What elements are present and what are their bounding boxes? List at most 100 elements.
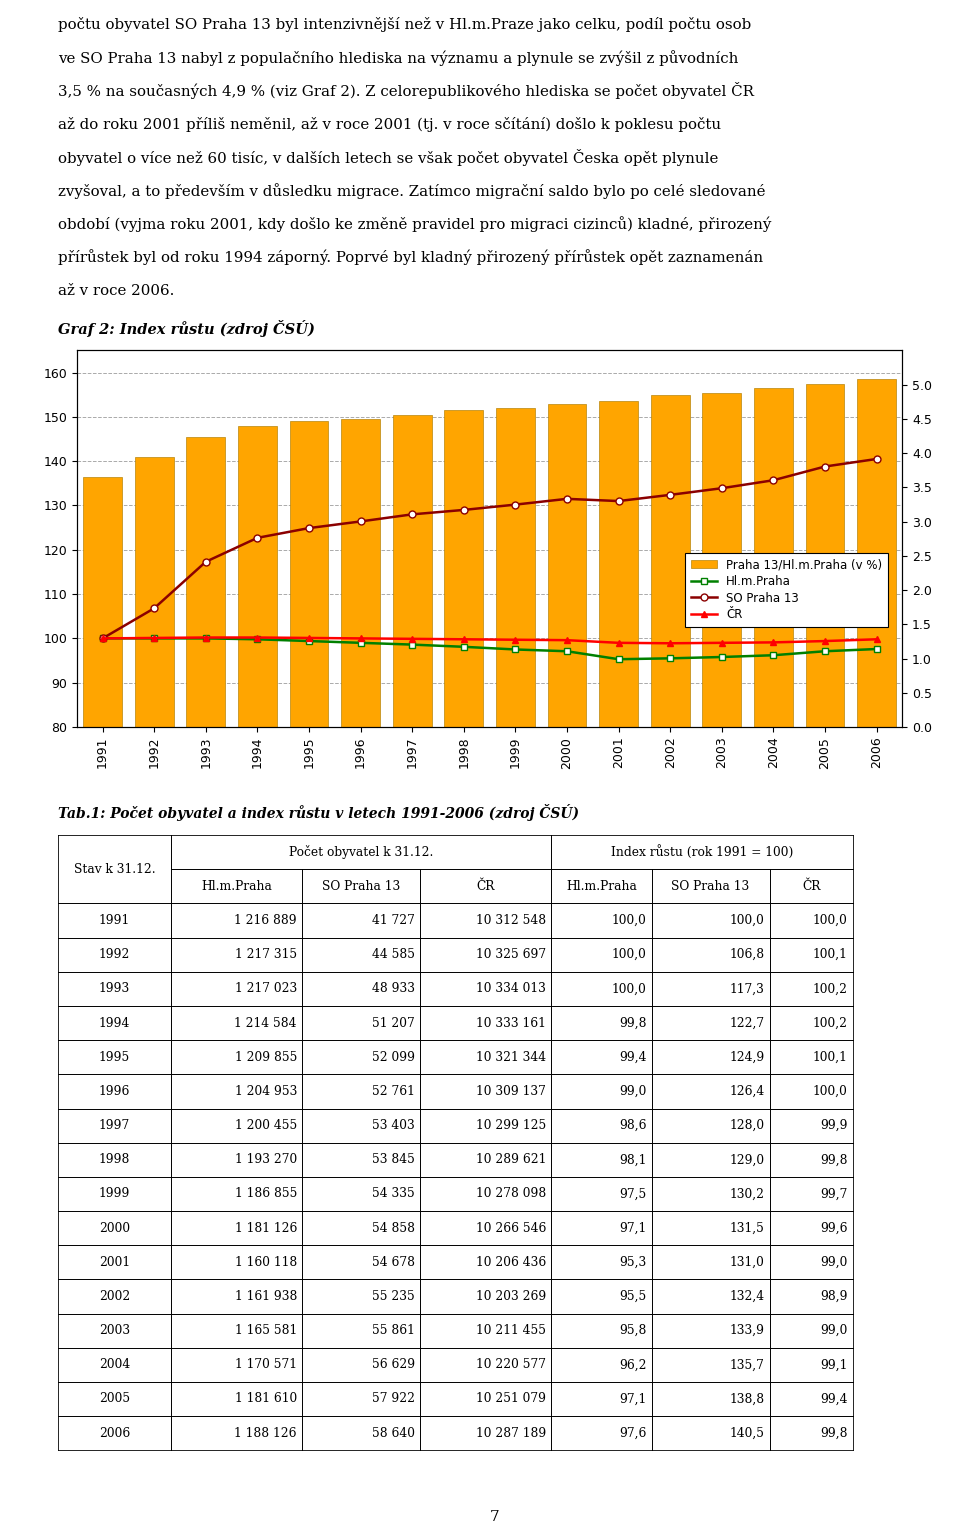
Text: 97,1: 97,1	[619, 1393, 646, 1405]
Text: 1 216 889: 1 216 889	[234, 915, 297, 927]
Text: 1 181 126: 1 181 126	[234, 1222, 297, 1234]
Text: 58 640: 58 640	[372, 1426, 415, 1440]
Text: 99,4: 99,4	[619, 1051, 646, 1064]
Text: 99,0: 99,0	[820, 1325, 848, 1337]
Text: 1997: 1997	[99, 1119, 130, 1133]
Text: Stav k 31.12.: Stav k 31.12.	[74, 862, 156, 876]
Text: 1993: 1993	[99, 982, 130, 996]
Bar	[496, 407, 535, 1082]
Text: 99,6: 99,6	[820, 1222, 848, 1234]
Bar	[703, 392, 741, 1082]
Text: 1999: 1999	[99, 1188, 130, 1200]
Text: 1 209 855: 1 209 855	[234, 1051, 297, 1064]
Text: 51 207: 51 207	[372, 1016, 415, 1030]
Text: 98,1: 98,1	[619, 1153, 646, 1167]
Text: 100,1: 100,1	[812, 948, 848, 961]
Text: 97,1: 97,1	[619, 1222, 646, 1234]
Text: zvyšoval, a to především v důsledku migrace. Zatímco migrační saldo bylo po celé: zvyšoval, a to především v důsledku migr…	[58, 183, 765, 198]
Text: 99,1: 99,1	[820, 1359, 848, 1371]
Text: 100,2: 100,2	[812, 982, 848, 996]
Text: 52 761: 52 761	[372, 1085, 415, 1097]
Text: 1 160 118: 1 160 118	[234, 1256, 297, 1268]
Text: 41 727: 41 727	[372, 915, 415, 927]
Text: 1995: 1995	[99, 1051, 130, 1064]
Text: 96,2: 96,2	[619, 1359, 646, 1371]
Text: 54 335: 54 335	[372, 1188, 415, 1200]
Text: 10 325 697: 10 325 697	[476, 948, 546, 961]
Text: 10 312 548: 10 312 548	[476, 915, 546, 927]
Text: 140,5: 140,5	[730, 1426, 764, 1440]
Text: 97,6: 97,6	[619, 1426, 646, 1440]
Text: 7: 7	[490, 1511, 499, 1525]
Text: počtu obyvatel SO Praha 13 byl intenzivnější než v Hl.m.Praze jako celku, podíl : počtu obyvatel SO Praha 13 byl intenzivn…	[58, 17, 751, 32]
Text: 10 309 137: 10 309 137	[476, 1085, 546, 1097]
Text: 95,8: 95,8	[619, 1325, 646, 1337]
Text: 10 333 161: 10 333 161	[476, 1016, 546, 1030]
Text: 131,0: 131,0	[730, 1256, 764, 1268]
Text: 1994: 1994	[99, 1016, 130, 1030]
Text: 1 161 938: 1 161 938	[234, 1290, 297, 1303]
Text: 1 217 023: 1 217 023	[234, 982, 297, 996]
Text: 100,2: 100,2	[812, 1016, 848, 1030]
Text: 99,8: 99,8	[820, 1153, 848, 1167]
Bar	[754, 387, 793, 1082]
Text: 48 933: 48 933	[372, 982, 415, 996]
Bar	[238, 426, 276, 1082]
Legend: Praha 13/Hl.m.Praha (v %), Hl.m.Praha, SO Praha 13, ČR: Praha 13/Hl.m.Praha (v %), Hl.m.Praha, S…	[684, 552, 888, 627]
Text: 138,8: 138,8	[730, 1393, 764, 1405]
Text: Hl.m.Praha: Hl.m.Praha	[566, 879, 636, 893]
Text: Hl.m.Praha: Hl.m.Praha	[202, 879, 272, 893]
Text: Index růstu (rok 1991 = 100): Index růstu (rok 1991 = 100)	[611, 845, 793, 859]
Text: 97,5: 97,5	[619, 1188, 646, 1200]
Text: až v roce 2006.: až v roce 2006.	[58, 284, 174, 298]
Text: 1 200 455: 1 200 455	[234, 1119, 297, 1133]
Text: období (vyjma roku 2001, kdy došlo ke změně pravidel pro migraci cizinců) kladné: období (vyjma roku 2001, kdy došlo ke zm…	[58, 217, 771, 232]
Text: 99,9: 99,9	[820, 1119, 848, 1133]
Text: Tab.1: Počet obyvatel a index růstu v letech 1991-2006 (zdroj ČSÚ): Tab.1: Počet obyvatel a index růstu v le…	[58, 804, 579, 821]
Text: 1 217 315: 1 217 315	[235, 948, 297, 961]
Text: ČR: ČR	[476, 879, 494, 893]
Text: 1992: 1992	[99, 948, 130, 961]
Text: 124,9: 124,9	[729, 1051, 764, 1064]
Text: 117,3: 117,3	[730, 982, 764, 996]
Text: ČR: ČR	[802, 879, 820, 893]
Bar	[857, 380, 896, 1082]
Text: 2006: 2006	[99, 1426, 130, 1440]
Text: 2003: 2003	[99, 1325, 130, 1337]
Text: 135,7: 135,7	[730, 1359, 764, 1371]
Text: 2001: 2001	[99, 1256, 130, 1268]
Text: 129,0: 129,0	[730, 1153, 764, 1167]
Text: 99,0: 99,0	[820, 1256, 848, 1268]
Text: 1 193 270: 1 193 270	[234, 1153, 297, 1167]
Text: 2005: 2005	[99, 1393, 130, 1405]
Bar	[186, 437, 226, 1082]
Text: 1991: 1991	[99, 915, 130, 927]
Text: 99,8: 99,8	[619, 1016, 646, 1030]
Text: přírůstek byl od roku 1994 záporný. Poprvé byl kladný přirozený přírůstek opět z: přírůstek byl od roku 1994 záporný. Popr…	[58, 249, 763, 266]
Bar	[84, 476, 122, 1082]
Text: 100,0: 100,0	[612, 982, 646, 996]
Text: 132,4: 132,4	[730, 1290, 764, 1303]
Text: 10 203 269: 10 203 269	[476, 1290, 546, 1303]
Text: 100,0: 100,0	[730, 915, 764, 927]
Text: 1 188 126: 1 188 126	[234, 1426, 297, 1440]
Text: 10 321 344: 10 321 344	[476, 1051, 546, 1064]
Text: 54 858: 54 858	[372, 1222, 415, 1234]
Bar	[290, 421, 328, 1082]
Bar	[444, 410, 483, 1082]
Text: 3,5 % na současných 4,9 % (viz Graf 2). Z celorepublikového hlediska se počet ob: 3,5 % na současných 4,9 % (viz Graf 2). …	[58, 83, 754, 100]
Text: 10 289 621: 10 289 621	[475, 1153, 546, 1167]
Text: 100,0: 100,0	[612, 915, 646, 927]
Text: 100,0: 100,0	[812, 1085, 848, 1097]
Text: 95,5: 95,5	[619, 1290, 646, 1303]
Text: SO Praha 13: SO Praha 13	[322, 879, 400, 893]
Bar	[805, 384, 845, 1082]
Text: Počet obyvatel k 31.12.: Počet obyvatel k 31.12.	[289, 845, 433, 859]
Text: 126,4: 126,4	[729, 1085, 764, 1097]
Text: 100,0: 100,0	[612, 948, 646, 961]
Text: Graf 2: Index růstu (zdroj ČSÚ): Graf 2: Index růstu (zdroj ČSÚ)	[58, 320, 315, 338]
Text: SO Praha 13: SO Praha 13	[671, 879, 750, 893]
Text: 1 214 584: 1 214 584	[234, 1016, 297, 1030]
Text: 1998: 1998	[99, 1153, 130, 1167]
Text: 10 266 546: 10 266 546	[475, 1222, 546, 1234]
